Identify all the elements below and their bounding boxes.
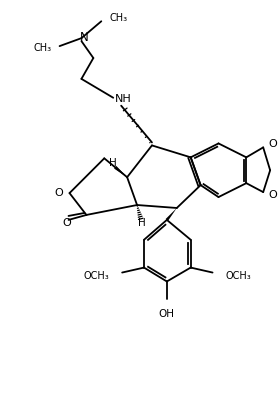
Text: O: O bbox=[268, 190, 277, 200]
Text: NH: NH bbox=[115, 94, 131, 104]
Text: OCH₃: OCH₃ bbox=[83, 271, 109, 281]
Polygon shape bbox=[114, 166, 127, 177]
Text: O: O bbox=[268, 139, 277, 150]
Text: OH: OH bbox=[159, 309, 175, 319]
Text: N: N bbox=[80, 30, 89, 44]
Polygon shape bbox=[166, 208, 177, 221]
Text: CH₃: CH₃ bbox=[109, 13, 127, 23]
Text: CH₃: CH₃ bbox=[34, 43, 52, 53]
Text: O: O bbox=[62, 218, 71, 228]
Text: OCH₃: OCH₃ bbox=[225, 271, 251, 281]
Text: H: H bbox=[109, 158, 117, 168]
Text: H: H bbox=[138, 218, 146, 228]
Text: O: O bbox=[55, 188, 64, 198]
